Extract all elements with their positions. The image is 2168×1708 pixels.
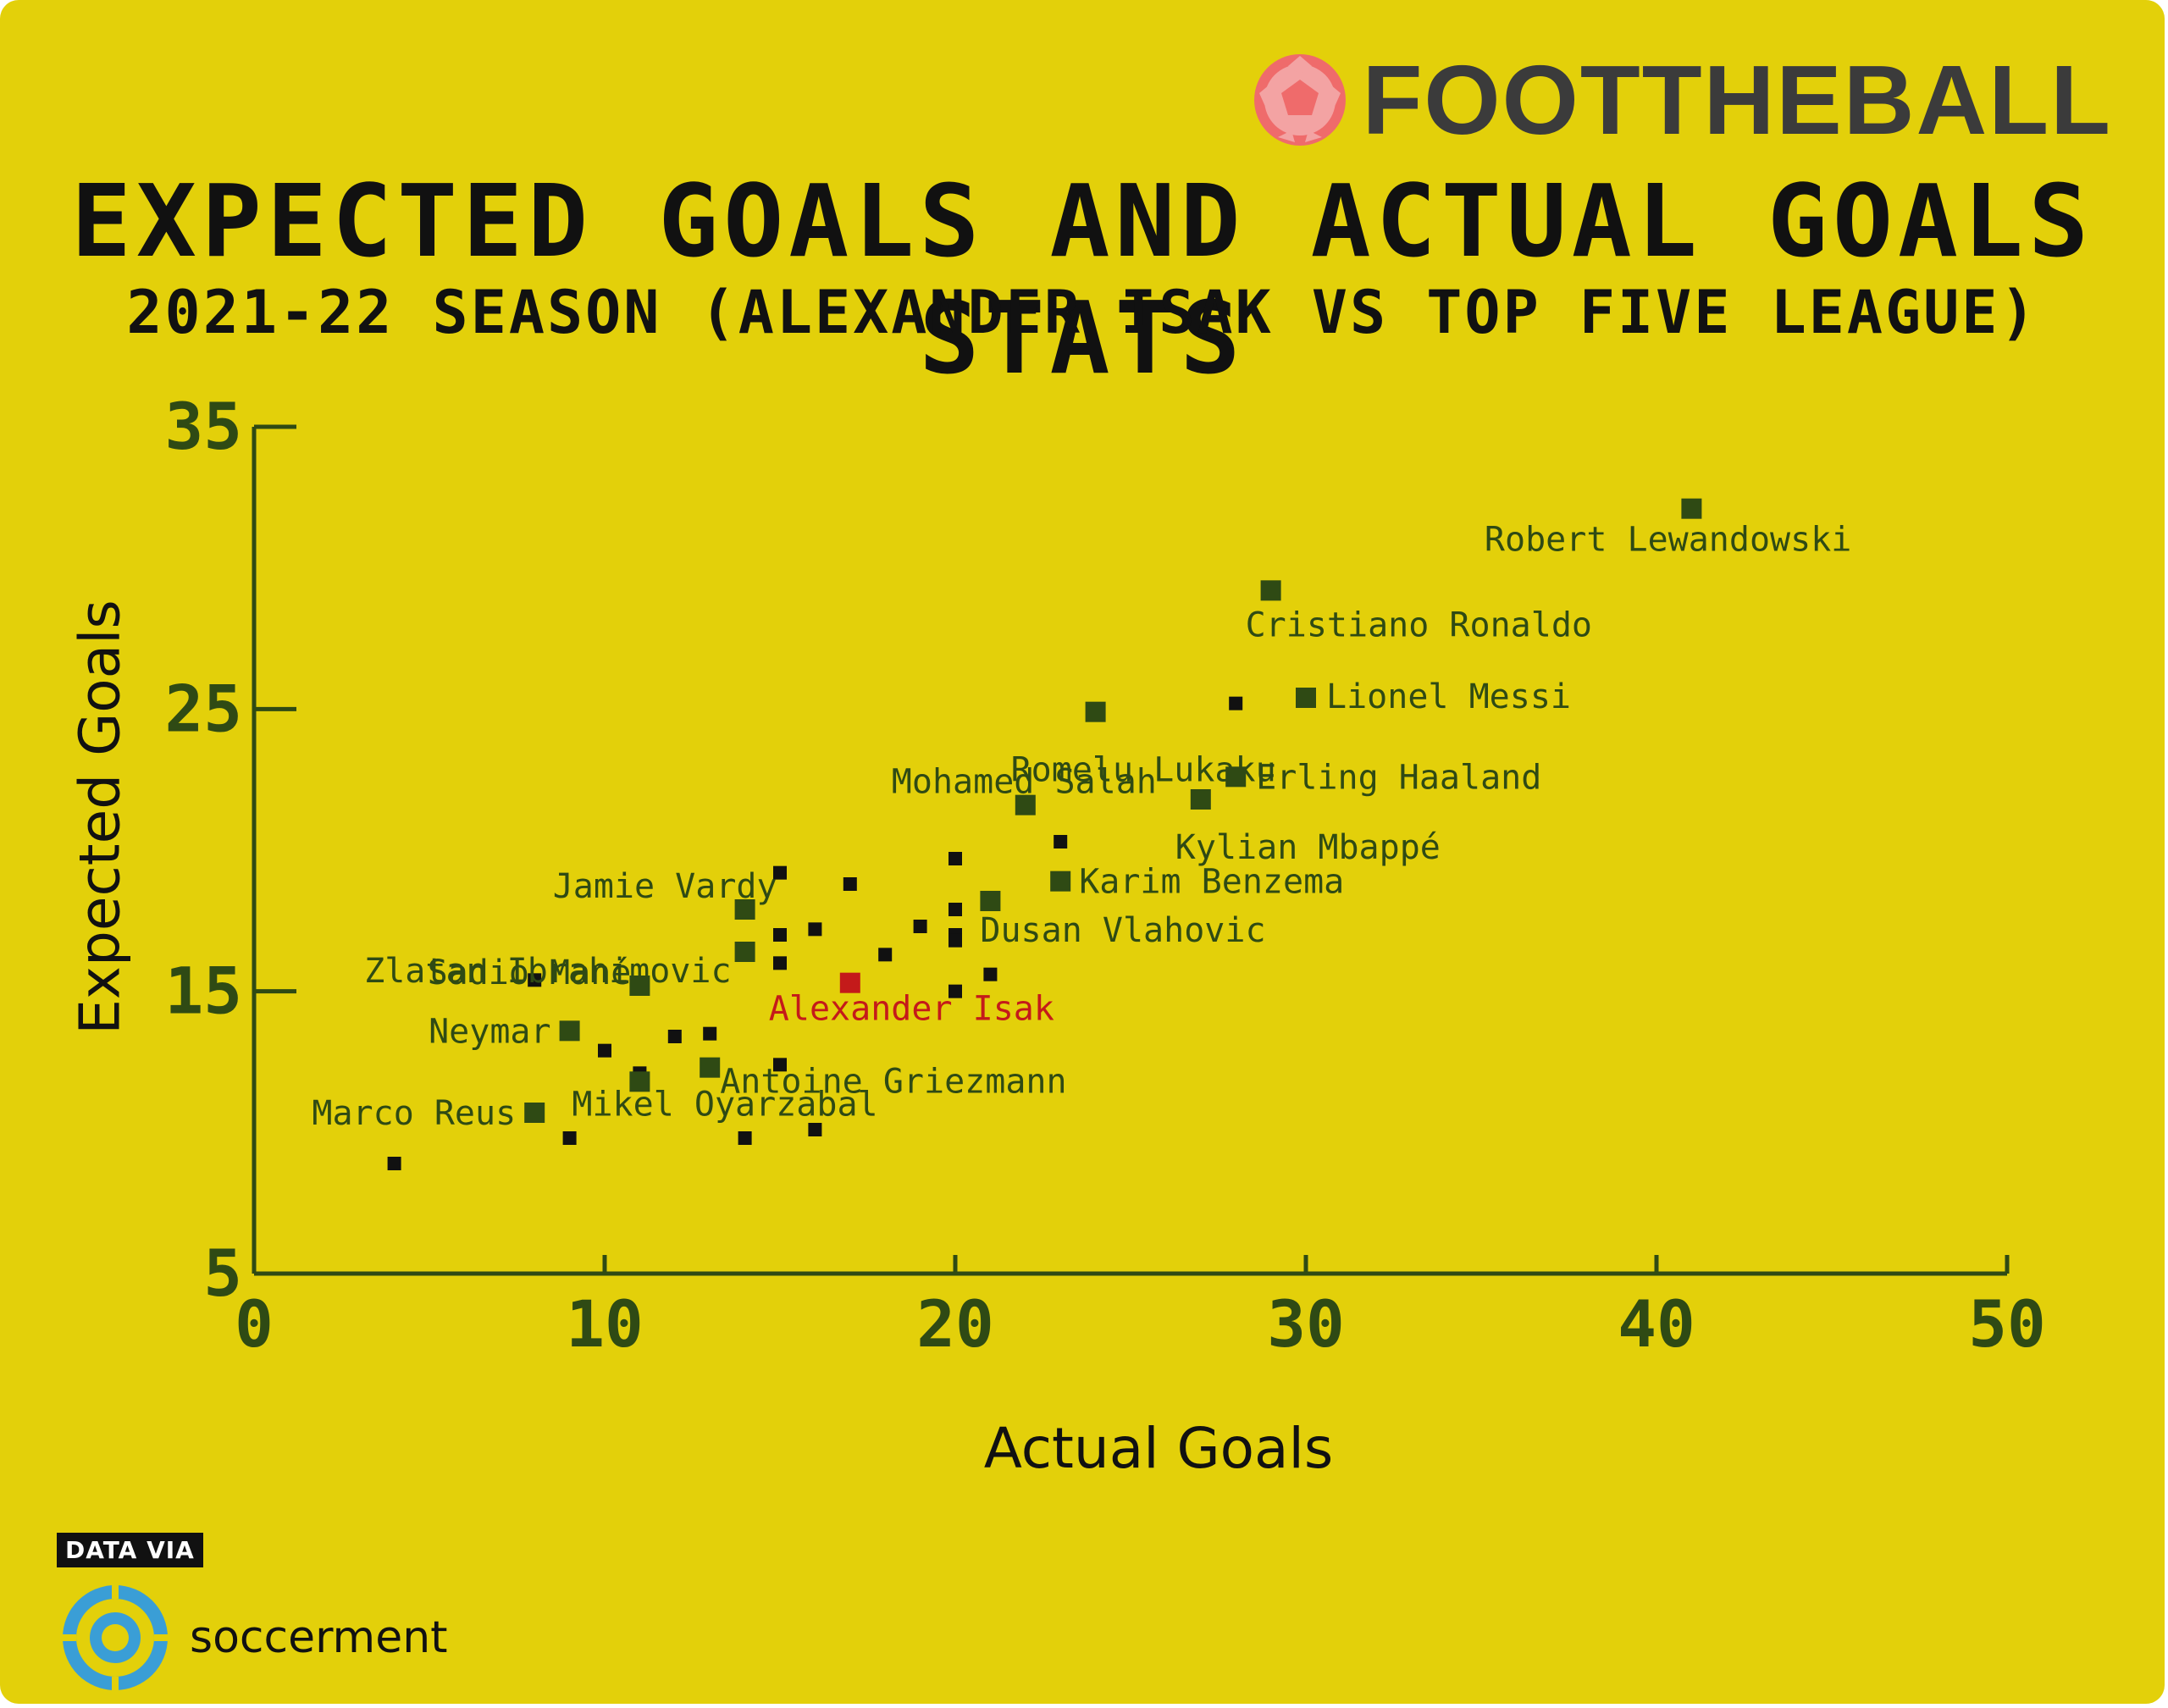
- data-point: [948, 852, 962, 865]
- data-point: [913, 920, 927, 933]
- data-point: [773, 928, 787, 942]
- data-point-erling-haaland: [1225, 766, 1247, 788]
- point-label-mikel-oyarzabal: Mikel Oyarzabal: [572, 1085, 877, 1124]
- point-label-jamie-vardy: Jamie Vardy: [553, 867, 777, 906]
- x-tick-label: 40: [1618, 1286, 1695, 1362]
- data-point: [878, 948, 893, 962]
- data-point: [808, 1123, 822, 1136]
- data-point: [948, 903, 962, 916]
- data-point-alexander-isak: [839, 972, 860, 993]
- football-icon: [1253, 54, 1346, 146]
- data-source: soccerment: [58, 1580, 448, 1695]
- data-point-zlatan-ibrahimovic: [734, 942, 755, 962]
- brand-logo: FOOTTHEBALL: [1249, 49, 2112, 151]
- y-tick-label: 15: [164, 953, 242, 1029]
- data-point: [948, 933, 962, 948]
- y-tick-label: 25: [164, 671, 242, 746]
- data-point: [983, 967, 998, 981]
- point-label-mohamed-salah: Mohamed Salah: [892, 763, 1157, 802]
- data-point: [738, 1131, 752, 1145]
- data-point: [773, 1058, 787, 1072]
- data-via-badge: DATA VIA: [57, 1533, 203, 1567]
- data-point: [1229, 696, 1243, 710]
- data-point: [703, 1026, 717, 1041]
- y-axis-label: Expected Goals: [67, 600, 133, 1035]
- data-point: [667, 1030, 682, 1043]
- data-point: [773, 865, 787, 880]
- data-point: [528, 973, 542, 987]
- y-tick-label: 5: [203, 1235, 242, 1311]
- point-label-marco-reus: Marco Reus: [312, 1094, 516, 1133]
- data-point: [948, 984, 962, 998]
- data-point: [562, 1131, 577, 1145]
- data-point: [1054, 835, 1068, 848]
- chart-subtitle: 2021-22 SEASON (ALEXANDER ISAK VS TOP FI…: [126, 278, 2038, 347]
- data-point: [387, 1157, 401, 1170]
- chart-title: EXPECTED GOALS AND ACTUAL GOALS STATS: [70, 163, 2094, 396]
- x-tick-label: 0: [235, 1286, 274, 1362]
- source-name: soccerment: [190, 1612, 448, 1663]
- point-label-neymar: Neymar: [429, 1012, 551, 1051]
- point-label-alexander-isak: Alexander Isak: [769, 990, 1054, 1029]
- point-label-zlatan-ibrahimovic: Zlatan Ibrahimovic: [364, 952, 731, 991]
- brand-name: FOOTTHEBALL: [1362, 45, 2112, 155]
- data-point-marco-reus: [524, 1103, 545, 1123]
- point-label-cristiano-ronaldo: Cristiano Ronaldo: [1246, 605, 1592, 644]
- data-point-lionel-messi: [1296, 688, 1316, 708]
- data-point-antoine-griezmann: [700, 1057, 721, 1078]
- data-point-neymar: [559, 1020, 580, 1042]
- data-point-cristiano-ronaldo: [1260, 580, 1281, 601]
- soccerment-logo-icon: [63, 1585, 168, 1690]
- data-point-sadio-mane: [629, 976, 650, 996]
- x-tick-label: 10: [566, 1286, 644, 1362]
- data-point-robert-lewandowski: [1681, 498, 1702, 519]
- y-tick-label: 35: [164, 389, 242, 464]
- x-axis-label: Actual Goals: [983, 1416, 1334, 1481]
- data-point: [598, 1043, 611, 1058]
- point-label-erling-haaland: Erling Haaland: [1256, 758, 1541, 797]
- data-point: [808, 922, 822, 937]
- data-point: [773, 956, 787, 970]
- data-point-romelu-lukaku: [1085, 701, 1106, 722]
- data-point-jamie-vardy: [734, 899, 755, 920]
- point-label-karim-benzema: Karim Benzema: [1079, 863, 1344, 902]
- point-label-sadio-mane: Sadio Mané: [428, 953, 632, 992]
- data-point-dusan-vlahovic: [980, 891, 1001, 911]
- point-label-kylian-mbappe: Kylian Mbappé: [1175, 828, 1441, 867]
- data-point-kylian-mbappe: [1190, 789, 1211, 810]
- point-label-robert-lewandowski: Robert Lewandowski: [1485, 521, 1851, 560]
- x-tick-label: 50: [1968, 1286, 2046, 1362]
- point-label-antoine-griezmann: Antoine Griezmann: [720, 1063, 1066, 1102]
- point-label-dusan-vlahovic: Dusan Vlahovic: [980, 911, 1265, 950]
- data-point: [843, 877, 857, 891]
- point-label-lionel-messi: Lionel Messi: [1326, 677, 1571, 716]
- x-tick-label: 30: [1267, 1286, 1345, 1362]
- data-point-karim-benzema: [1050, 871, 1071, 892]
- data-point-mohamed-salah: [1015, 794, 1036, 815]
- x-tick-label: 20: [916, 1286, 994, 1362]
- data-point-mikel-oyarzabal: [629, 1071, 650, 1092]
